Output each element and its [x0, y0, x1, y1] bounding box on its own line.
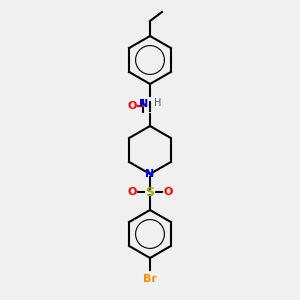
Text: Br: Br — [143, 274, 157, 284]
Text: N: N — [140, 99, 148, 109]
Text: N: N — [146, 169, 154, 179]
Text: S: S — [146, 185, 154, 199]
Text: H: H — [154, 98, 161, 107]
Text: O: O — [163, 187, 173, 197]
Text: O: O — [127, 187, 137, 197]
Text: O: O — [127, 101, 137, 112]
